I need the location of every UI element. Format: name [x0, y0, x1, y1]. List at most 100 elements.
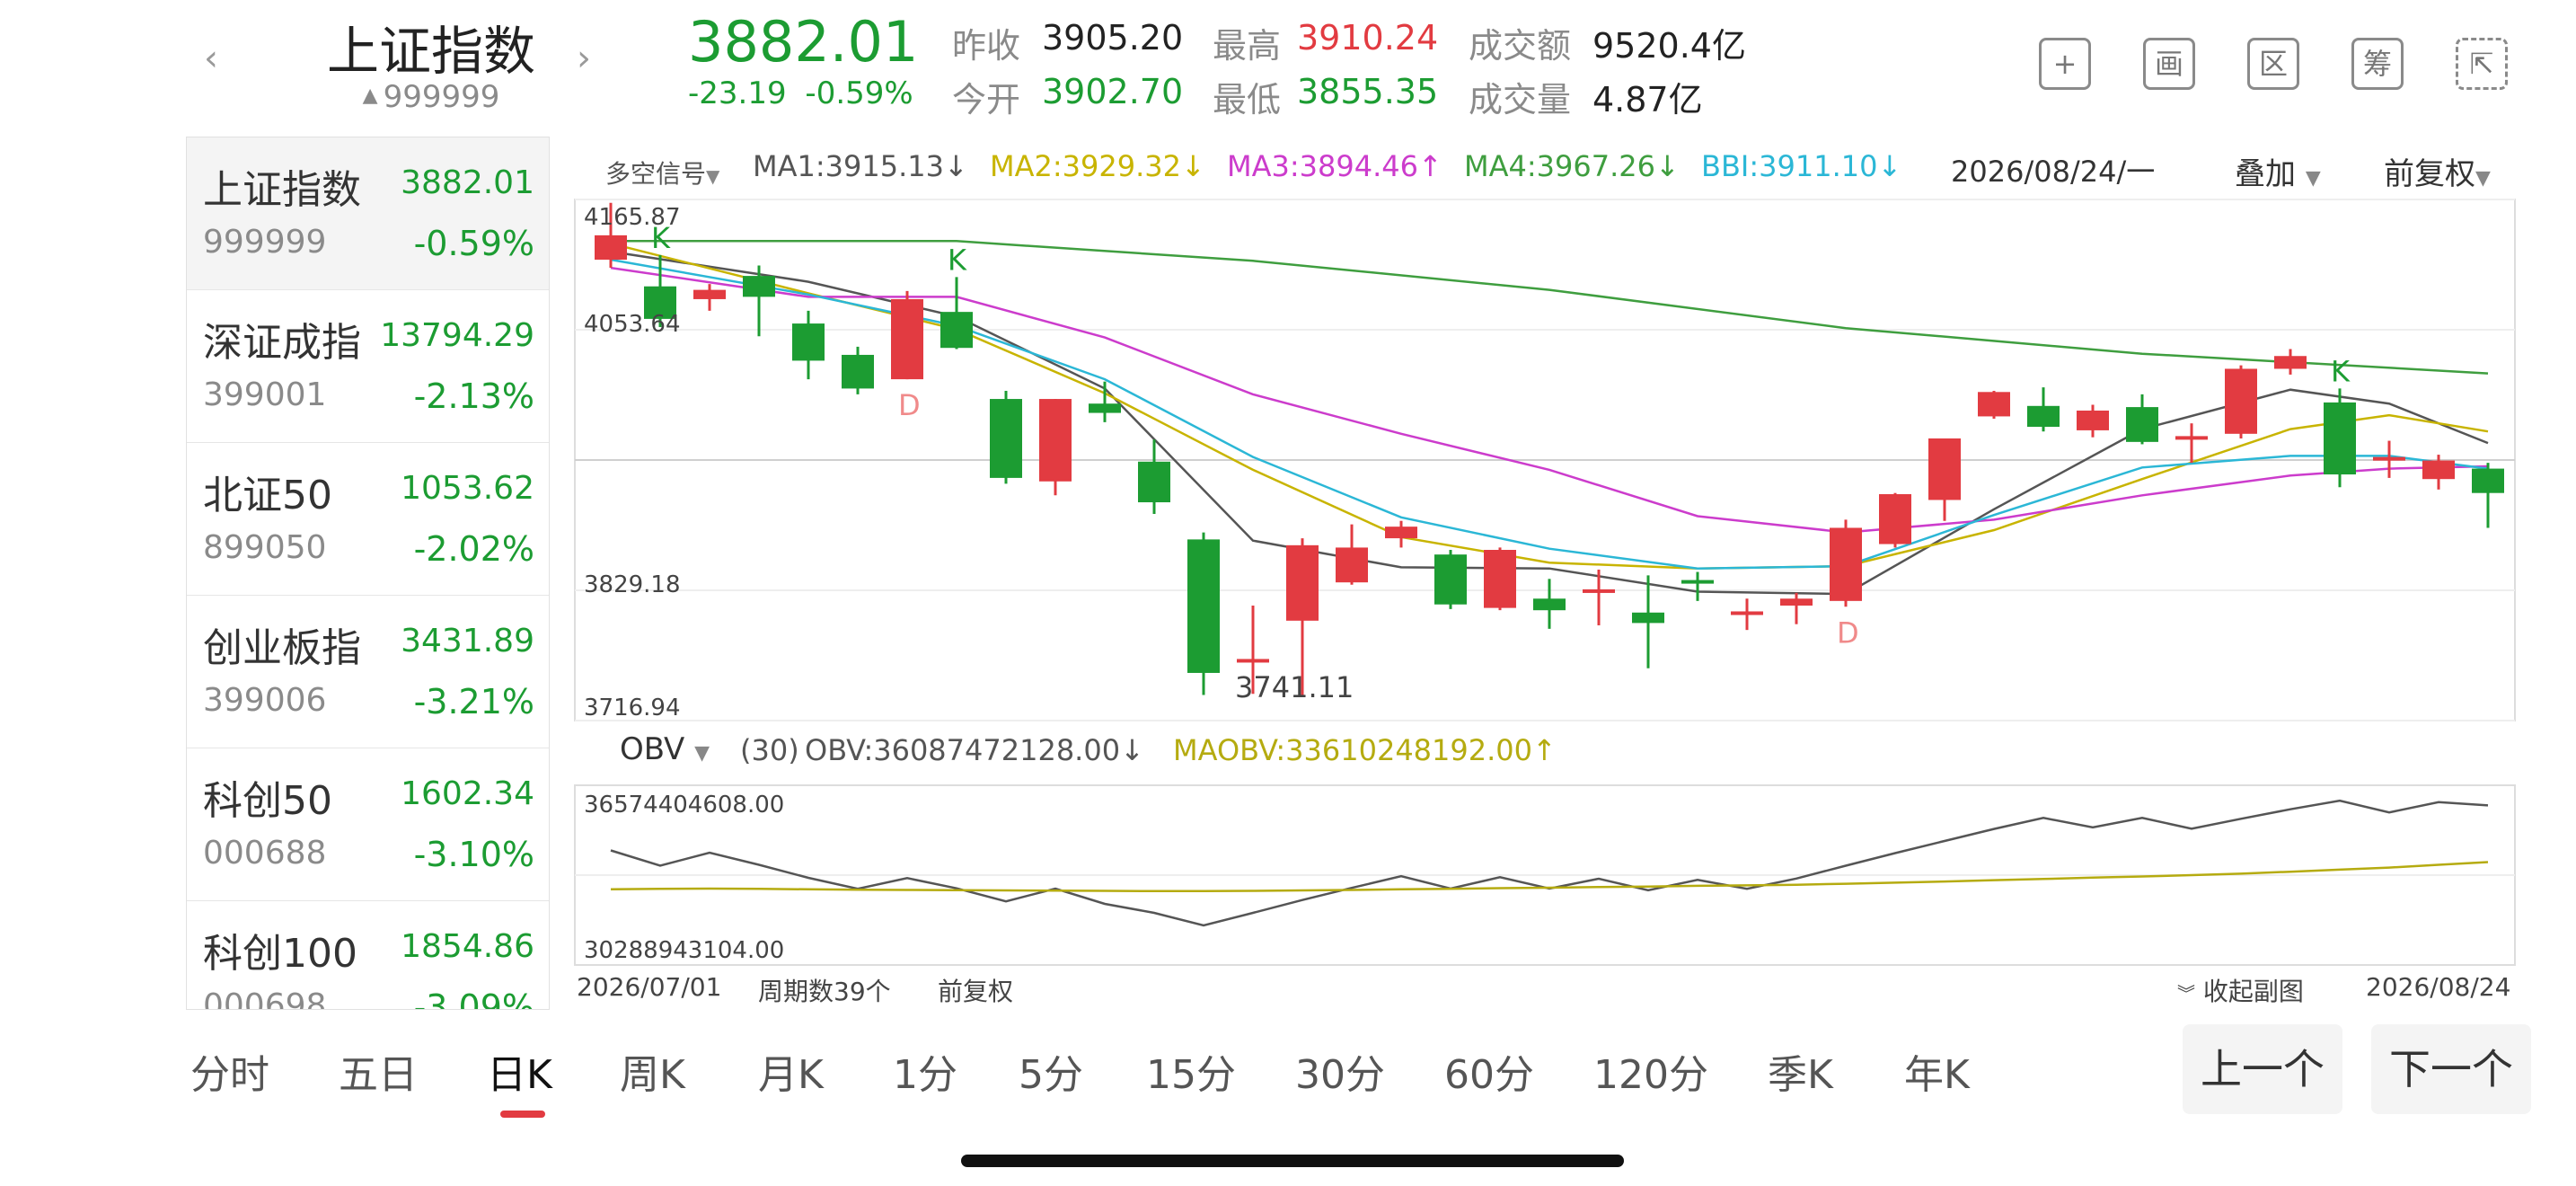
tab-60min[interactable]: 60分	[1444, 1052, 1534, 1098]
overlay-dropdown[interactable]: 叠加 ▼	[2235, 149, 2321, 193]
sidebar-item-pct: -3.10%	[413, 835, 534, 874]
candle-body	[1533, 598, 1566, 611]
prev-stock-arrow[interactable]: ‹	[204, 38, 218, 79]
ma3-legend: MA3:3894.46↑	[1227, 149, 1442, 183]
picture-icon[interactable]: 画	[2143, 38, 2195, 90]
obv-y-tick-label: 36574404608.00	[584, 792, 784, 819]
candle-body	[1138, 461, 1170, 503]
chart-annotation: K	[2331, 354, 2351, 388]
chart-annotation: D	[898, 388, 921, 422]
candle-body	[2472, 468, 2504, 493]
turnover-value: 9520.4亿	[1592, 26, 1746, 66]
price-change: -23.19 -0.59%	[688, 75, 913, 111]
candle-body	[1928, 438, 1961, 500]
candle-body	[940, 312, 973, 349]
volume-value: 4.87亿	[1592, 80, 1703, 119]
candle-body	[693, 289, 726, 299]
sidebar-item-pct: -3.21%	[413, 682, 534, 721]
sidebar-item-name: 科创100	[203, 931, 357, 977]
collapse-label: 收起副图	[2202, 977, 2304, 1006]
chart-date: 2026/08/24/一	[1951, 155, 2156, 189]
sidebar-item-pct: -0.59%	[413, 224, 534, 263]
sidebar-item-code: 399006	[203, 682, 327, 719]
sidebar-item-pct: -2.13%	[413, 376, 534, 416]
candle-body	[891, 298, 923, 380]
tab-30min[interactable]: 30分	[1295, 1052, 1385, 1098]
tab-5min[interactable]: 5分	[1019, 1052, 1083, 1098]
obv-y-tick-label: 30288943104.00	[584, 937, 784, 964]
tab-five-day[interactable]: 五日	[339, 1052, 418, 1098]
ma1-legend: MA1:3915.13↓	[753, 149, 968, 183]
obv-label: OBV	[620, 731, 685, 767]
candle-body	[1830, 527, 1862, 601]
chip-icon[interactable]: 筹	[2351, 38, 2404, 90]
chevron-down-icon: ▼	[2475, 167, 2491, 190]
next-button[interactable]: 下一个	[2371, 1024, 2531, 1114]
ma2-legend: MA2:3929.32↓	[990, 149, 1205, 183]
candle-body	[842, 354, 874, 389]
tab-weekly-k[interactable]: 周K	[620, 1052, 685, 1098]
tab-daily-k[interactable]: 日K	[487, 1052, 552, 1098]
signal-dropdown[interactable]: 多空信号▼	[605, 155, 719, 190]
chart-annotation: K	[651, 221, 671, 255]
stock-code-value: 999999	[383, 79, 500, 115]
rotate-screen-icon[interactable]: ⇱	[2456, 38, 2508, 90]
tab-1min[interactable]: 1分	[893, 1052, 957, 1098]
tab-15min[interactable]: 15分	[1146, 1052, 1236, 1098]
sidebar-item-name: 深证成指	[203, 320, 361, 366]
stock-title: 上证指数	[326, 21, 535, 82]
candle-body	[1978, 392, 2010, 417]
candle-body	[1632, 612, 1664, 624]
sidebar-item-beizheng50[interactable]: 北证50 1053.62 899050 -2.02%	[187, 443, 549, 596]
prev-button[interactable]: 上一个	[2183, 1024, 2342, 1114]
up-triangle-icon: ▲	[362, 84, 378, 107]
chart-area: 多空信号▼ MA1:3915.13↓ MA2:3929.32↓ MA3:3894…	[560, 137, 2545, 1013]
candle-body	[1039, 399, 1072, 482]
tab-monthly-k[interactable]: 月K	[758, 1052, 824, 1098]
ma3-text: MA3:3894.46↑	[1227, 149, 1442, 183]
collapse-subchart-button[interactable]: ︾ 收起副图	[2177, 972, 2304, 1008]
tab-yearly-k[interactable]: 年K	[1904, 1052, 1970, 1098]
sidebar-item-chinext[interactable]: 创业板指 3431.89 399006 -3.21%	[187, 596, 549, 748]
sidebar-item-star100[interactable]: 科创100 1854.86 000698 -3.09%	[187, 901, 549, 1010]
adjust-dropdown[interactable]: 前复权▼	[2384, 149, 2491, 193]
tab-120min[interactable]: 120分	[1593, 1052, 1708, 1098]
candle-body	[990, 399, 1022, 478]
stock-code: ▲ 999999	[287, 79, 575, 115]
signal-label: 多空信号	[605, 159, 707, 189]
sidebar-item-name: 创业板指	[203, 625, 361, 671]
chart-annotation: D	[1837, 615, 1859, 650]
sidebar-item-shenzhen[interactable]: 深证成指 13794.29 399001 -2.13%	[187, 290, 549, 443]
sidebar-item-star50[interactable]: 科创50 1602.34 000688 -3.10%	[187, 748, 549, 901]
active-tab-indicator	[500, 1111, 545, 1118]
obv-line	[610, 799, 2489, 927]
chart-annotation: 3741.11	[1235, 670, 1354, 704]
plus-box-icon[interactable]: +	[2039, 38, 2091, 90]
y-tick-label: 3716.94	[584, 695, 681, 721]
footer-adjust: 前复权	[938, 977, 1014, 1006]
home-indicator	[961, 1155, 1624, 1167]
sidebar-item-pct: -3.09%	[413, 987, 534, 1010]
prev-close-label: 昨收	[952, 26, 1021, 66]
candle-body	[2422, 460, 2455, 480]
tab-quarterly-k[interactable]: 季K	[1768, 1052, 1833, 1098]
candle-body	[2373, 456, 2405, 461]
bbi-text: BBI:3911.10↓	[1701, 149, 1902, 183]
turnover-label: 成交额	[1469, 26, 1572, 66]
obv-dropdown[interactable]: OBV ▼	[620, 731, 710, 767]
range-icon[interactable]: 区	[2247, 38, 2299, 90]
sidebar-item-price: 3882.01	[401, 164, 534, 201]
tab-intraday[interactable]: 分时	[190, 1052, 269, 1098]
candle-body	[2175, 436, 2208, 440]
candle-body	[2077, 410, 2109, 430]
sidebar-item-code: 000698	[203, 987, 327, 1010]
candle-body	[1385, 527, 1417, 539]
bbi-legend: BBI:3911.10↓	[1701, 149, 1901, 183]
sidebar-item-shanghai[interactable]: 上证指数 3882.01 999999 -0.59%	[187, 137, 549, 290]
candle-body	[1089, 403, 1121, 413]
sidebar-item-code: 399001	[203, 376, 327, 413]
next-stock-arrow[interactable]: ›	[577, 38, 591, 79]
sidebar-item-name: 北证50	[203, 473, 332, 518]
ma2-line	[610, 242, 2489, 570]
sidebar-item-price: 1053.62	[401, 470, 534, 507]
